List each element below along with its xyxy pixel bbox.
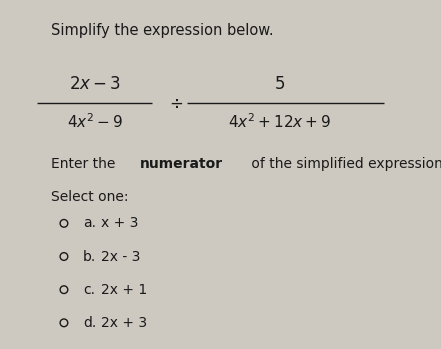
Text: d.: d. [83, 316, 96, 330]
Text: $4x^2-9$: $4x^2-9$ [67, 113, 123, 132]
Text: $4x^2+12x+9$: $4x^2+12x+9$ [228, 113, 332, 132]
Text: $\div$: $\div$ [169, 94, 183, 112]
Text: numerator: numerator [139, 157, 223, 171]
Text: 2x - 3: 2x - 3 [101, 250, 141, 263]
Text: $2x-3$: $2x-3$ [69, 75, 121, 93]
Text: Select one:: Select one: [51, 190, 128, 204]
Text: Enter the: Enter the [51, 157, 120, 171]
Text: Simplify the expression below.: Simplify the expression below. [51, 23, 273, 38]
Text: 2x + 3: 2x + 3 [101, 316, 148, 330]
Text: b.: b. [83, 250, 96, 263]
Text: c.: c. [83, 283, 95, 297]
Text: of the simplified expression below.: of the simplified expression below. [247, 157, 441, 171]
Text: x + 3: x + 3 [101, 216, 139, 230]
Text: $5$: $5$ [274, 75, 286, 93]
Text: 2x + 1: 2x + 1 [101, 283, 148, 297]
Text: a.: a. [83, 216, 96, 230]
